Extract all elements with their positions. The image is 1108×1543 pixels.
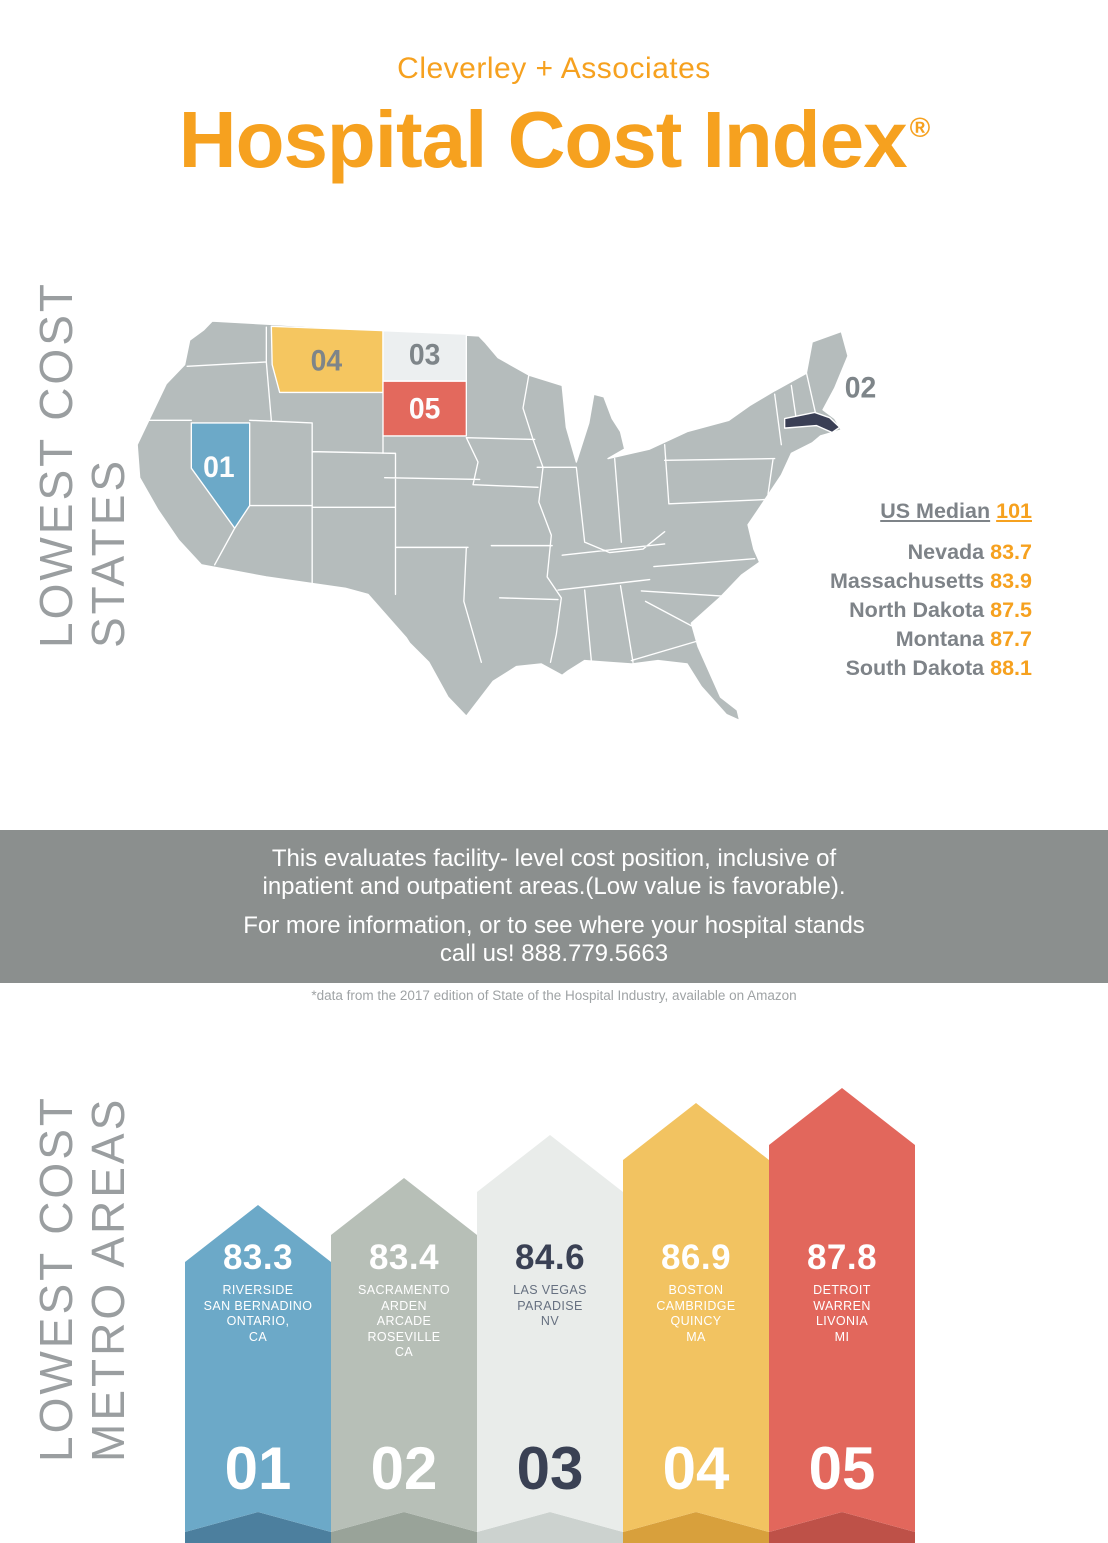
metro-area-line: LIVONIA xyxy=(815,1314,869,1328)
metro-rank: 05 xyxy=(808,1435,876,1502)
metro-area-line: QUINCY xyxy=(670,1314,722,1328)
metro-area-line: PARADISE xyxy=(517,1298,583,1313)
state-stat-row-nevada: Nevada 83.7 xyxy=(830,538,1032,567)
metro-column-1: 83.3 RIVERSIDE SAN BERNADINO ONTARIO, CA… xyxy=(185,1205,331,1543)
state-stat-row-massachusetts: Massachusetts 83.9 xyxy=(830,567,1032,596)
banner-paragraph-1: This evaluates facility- level cost posi… xyxy=(0,830,1108,901)
brand-name: Cleverley + Associates xyxy=(397,52,711,85)
metro-area-line: ROSEVILLE xyxy=(367,1329,441,1344)
metro-area-line: WARREN xyxy=(813,1298,871,1313)
page-title: Hospital Cost Index ® xyxy=(0,94,1108,186)
us-median-value: 101 xyxy=(996,499,1032,523)
metro-area-line: DETROIT xyxy=(813,1283,871,1297)
metro-area-name: BOSTON CAMBRIDGE QUINCY MA xyxy=(623,1283,769,1345)
state-south-dakota xyxy=(382,380,468,437)
banner-line-2: inpatient and outpatient areas.(Low valu… xyxy=(262,873,846,900)
metro-column-4-shape xyxy=(623,1103,769,1543)
state-montana xyxy=(270,325,384,394)
metro-value: 87.8 xyxy=(806,1238,878,1277)
metro-area-line: CA xyxy=(248,1329,268,1344)
state-value: 88.1 xyxy=(990,656,1032,680)
banner-paragraph-2: For more information, or to see where yo… xyxy=(0,901,1108,968)
state-borders xyxy=(142,326,817,663)
metro-area-line: SAN BERNADINO xyxy=(203,1298,313,1313)
metro-area-line: ARCADE xyxy=(376,1314,432,1328)
metro-column-3-shape xyxy=(477,1135,623,1543)
metro-area-name: DETROIT WARREN LIVONIA MI xyxy=(769,1283,915,1345)
state-name: Montana xyxy=(895,627,985,651)
us-land-silhouette xyxy=(136,320,849,722)
metro-column-5: 87.8 DETROIT WARREN LIVONIA MI 05 xyxy=(769,1088,915,1543)
metro-area-line: NV xyxy=(540,1314,560,1328)
metro-column-5-shape xyxy=(769,1088,915,1543)
info-banner: This evaluates facility- level cost posi… xyxy=(0,830,1108,983)
state-stat-row-north-dakota: North Dakota 87.5 xyxy=(830,596,1032,625)
state-name: South Dakota xyxy=(845,656,985,680)
states-side-label-line1: LOWEST COST xyxy=(30,281,82,648)
map-label-04-montana: 04 xyxy=(311,345,343,378)
metro-column-2: 83.4 SACRAMENTO ARDEN ARCADE ROSEVILLE C… xyxy=(331,1178,477,1543)
page-title-text: Hospital Cost Index xyxy=(178,95,908,184)
registered-mark: ® xyxy=(909,112,931,143)
metro-side-label-line1: LOWEST COST xyxy=(30,1095,82,1462)
metro-area-line: CA xyxy=(394,1345,414,1359)
us-median-row: US Median 101 xyxy=(830,497,1032,526)
metro-area-line: CAMBRIDGE xyxy=(656,1298,736,1313)
map-label-01-nevada: 01 xyxy=(203,451,235,484)
state-massachusetts xyxy=(784,411,841,434)
us-median-label: US Median xyxy=(880,499,991,523)
state-value: 83.9 xyxy=(990,569,1032,593)
state-stats-list: US Median 101 Nevada 83.7 Massachusetts 83.… xyxy=(830,497,1032,683)
metro-area-line: SACRAMENTO xyxy=(358,1283,450,1297)
state-name: Nevada xyxy=(907,540,985,564)
metro-value: 84.6 xyxy=(514,1238,586,1277)
map-label-02-massachusetts: 02 xyxy=(845,372,877,405)
metro-area-name: SACRAMENTO ARDEN ARCADE ROSEVILLE CA xyxy=(331,1283,477,1361)
state-stat-row-south-dakota: South Dakota 88.1 xyxy=(830,654,1032,683)
map-label-05-south-dakota: 05 xyxy=(409,393,441,426)
state-stat-row-montana: Montana 87.7 xyxy=(830,625,1032,654)
metro-area-line: ONTARIO, xyxy=(226,1314,290,1328)
metro-area-line: BOSTON xyxy=(668,1283,724,1297)
us-map: 01 02 03 04 05 xyxy=(136,320,877,722)
banner-phone-line: call us! 888.779.5663 xyxy=(439,940,669,967)
metro-column-1-shape xyxy=(185,1205,331,1543)
metro-value: 83.4 xyxy=(368,1238,440,1277)
state-value: 83.7 xyxy=(990,540,1032,564)
metro-area-name: RIVERSIDE SAN BERNADINO ONTARIO, CA xyxy=(185,1283,331,1345)
metro-rank: 02 xyxy=(370,1435,438,1502)
state-value: 87.5 xyxy=(990,598,1032,622)
state-nevada xyxy=(190,422,251,529)
metro-value: 83.3 xyxy=(222,1238,294,1277)
metro-section-side-label: LOWEST COST METRO AREAS xyxy=(30,1095,134,1462)
banner-line-3: For more information, or to see where yo… xyxy=(243,912,865,939)
metro-area-line: LAS VEGAS xyxy=(513,1283,587,1297)
metro-area-line: MI xyxy=(834,1329,850,1344)
state-value: 87.7 xyxy=(990,627,1032,651)
data-source-footnote: *data from the 2017 edition of State of … xyxy=(311,988,797,1003)
metro-rank: 03 xyxy=(516,1435,584,1502)
metro-area-line: MA xyxy=(686,1329,706,1344)
metro-area-name: LAS VEGAS PARADISE NV xyxy=(477,1283,623,1330)
metro-value: 86.9 xyxy=(660,1238,732,1277)
metro-column-4: 86.9 BOSTON CAMBRIDGE QUINCY MA 04 xyxy=(623,1103,769,1543)
map-label-03-north-dakota: 03 xyxy=(409,339,441,372)
metro-area-line: ARDEN xyxy=(381,1298,427,1313)
banner-line-1: This evaluates facility- level cost posi… xyxy=(271,845,837,872)
state-name: North Dakota xyxy=(849,598,985,622)
metro-column-2-shape xyxy=(331,1178,477,1543)
metro-rank: 04 xyxy=(662,1435,730,1502)
metro-area-line: RIVERSIDE xyxy=(222,1283,294,1297)
metro-column-3: 84.6 LAS VEGAS PARADISE NV 03 xyxy=(477,1135,623,1543)
metro-rank: 01 xyxy=(224,1435,292,1502)
metro-side-label-line2: METRO AREAS xyxy=(82,1096,134,1462)
state-name: Massachusetts xyxy=(829,569,985,593)
